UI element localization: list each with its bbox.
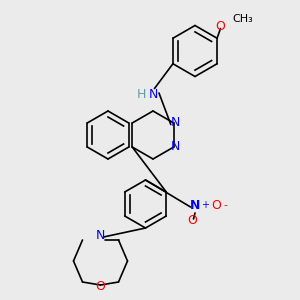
Text: N: N — [190, 199, 200, 212]
Text: +: + — [202, 200, 209, 211]
Text: CH₃: CH₃ — [232, 14, 253, 25]
Text: O: O — [187, 214, 197, 227]
Text: N: N — [96, 229, 105, 242]
Text: N: N — [171, 140, 180, 154]
Text: -: - — [223, 200, 227, 211]
Text: N: N — [148, 88, 158, 101]
Text: H: H — [137, 88, 146, 101]
Text: O: O — [211, 199, 221, 212]
Text: O: O — [216, 20, 225, 34]
Text: N: N — [171, 116, 180, 130]
Text: O: O — [96, 280, 105, 293]
